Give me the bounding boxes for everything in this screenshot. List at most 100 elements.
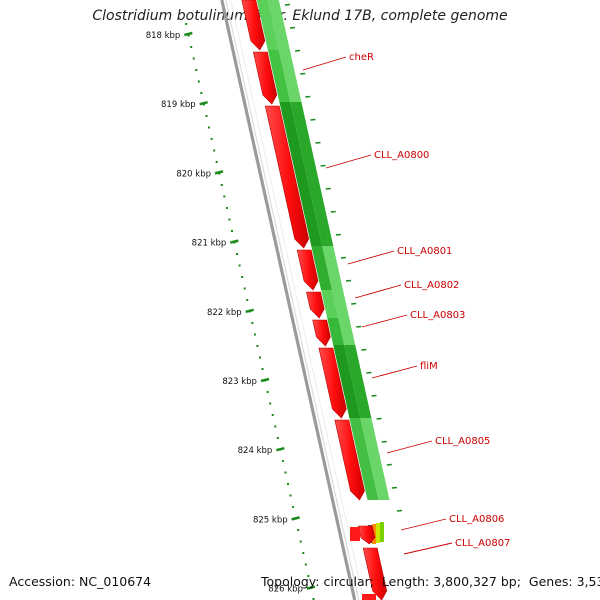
scale-minor-tick (195, 69, 198, 71)
gene-label-cll_a0805: CLL_A0805 (435, 436, 490, 447)
scale-minor-tick (302, 552, 305, 554)
similarity-tick (351, 302, 357, 305)
similarity-segment (344, 345, 372, 418)
scale-minor-tick (287, 483, 290, 485)
scale-minor-tick (276, 437, 279, 439)
similarity-tick (345, 279, 352, 282)
similarity-segment (321, 290, 339, 318)
scale-minor-tick (197, 80, 200, 83)
scale-minor-tick (208, 126, 211, 129)
scale-tick-label: 824 kbp (238, 446, 273, 456)
scale-minor-tick (261, 368, 264, 370)
gene-label-line (400, 518, 447, 531)
similarity-segment (278, 50, 302, 102)
scale-major-tick (214, 170, 224, 175)
similarity-tick (386, 463, 392, 466)
scale-tick-label: 818 kbp (146, 31, 181, 41)
feature-block (380, 522, 384, 542)
similarity-tick (335, 233, 341, 236)
backbone-line (220, 0, 357, 600)
cds-arrow (312, 319, 331, 347)
topology-value: circular (323, 574, 370, 589)
scale-minor-tick (192, 57, 195, 60)
similarity-segment (290, 102, 334, 246)
map-title: Clostridium botulinum B str. Eklund 17B,… (92, 8, 508, 24)
gene-label-line (361, 314, 408, 328)
feature-block (376, 523, 380, 543)
scale-minor-tick (297, 529, 300, 531)
gene-label-cher: cheR (349, 52, 374, 63)
scale-minor-tick (266, 391, 269, 393)
similarity-tick (289, 26, 296, 29)
gene-label-cll_a0802: CLL_A0802 (404, 280, 459, 291)
similarity-tick (371, 394, 377, 397)
scale-minor-tick (304, 563, 307, 566)
similarity-tick (284, 3, 290, 6)
cds-arrow (306, 291, 325, 319)
similarity-tick (305, 95, 311, 98)
scale-minor-tick (258, 356, 261, 359)
scale-minor-tick (185, 23, 188, 25)
genes-value: 3,537 (576, 574, 600, 589)
similarity-segment (267, 0, 290, 50)
similarity-tick (310, 118, 316, 121)
scale-major-tick (199, 100, 208, 106)
similarity-segment (327, 318, 345, 345)
scale-minor-tick (269, 402, 272, 405)
scale-minor-tick (274, 425, 277, 428)
similarity-tick (295, 49, 301, 52)
backbone-line (230, 0, 365, 600)
similarity-segment (311, 246, 333, 290)
gene-label-cll_a0806: CLL_A0806 (449, 514, 504, 525)
scale-minor-tick (307, 575, 310, 577)
gene-label-line (302, 56, 347, 71)
gene-label-cll_a0800: CLL_A0800 (374, 150, 429, 161)
cds-arrow (334, 419, 365, 501)
similarity-tick (340, 256, 347, 259)
scale-minor-tick (289, 494, 292, 497)
scale-minor-tick (292, 506, 295, 508)
scale-minor-tick (225, 207, 228, 209)
scale-tick-label: 819 kbp (161, 100, 196, 110)
scale-major-tick (306, 585, 316, 590)
cds-arrow (264, 105, 310, 249)
accession-info: Accession: NC_010674 (9, 574, 151, 589)
accession-value: NC_010674 (79, 574, 152, 589)
scale-minor-tick (213, 149, 216, 152)
gene-label-flim: fliM (420, 361, 438, 372)
gene-labels: cheR CLL_A0800 CLL_A0801 CLL_A0802 CLL_A0803… (302, 52, 510, 555)
scale-tick-label: 825 kbp (253, 515, 288, 525)
scale-minor-tick (210, 138, 213, 140)
similarity-segment (333, 345, 361, 418)
similarity-tick (366, 371, 372, 374)
similarity-tick (300, 72, 306, 75)
similarity-segment (279, 102, 323, 246)
scale-minor-tick (200, 92, 203, 94)
similarity-segment (322, 246, 344, 290)
similarity-ring (256, 0, 403, 544)
length-value: 3,800,327 bp (433, 574, 517, 589)
similarity-tick (376, 417, 382, 420)
scale-minor-tick (205, 115, 208, 117)
scale-minor-tick (284, 471, 287, 474)
scale-minor-tick (236, 253, 239, 255)
scale-minor-tick (241, 276, 244, 278)
scale-tick-label: 826 kbp (268, 585, 303, 595)
gene-label-cll_a0807: CLL_A0807 (455, 538, 510, 549)
genome-backbone (220, 0, 365, 600)
cds-arrow (318, 347, 347, 419)
scale-minor-tick (281, 460, 284, 462)
scale-major-tick (245, 308, 254, 314)
length-label: Length: (381, 574, 430, 589)
gene-label-line (347, 250, 395, 265)
scale-minor-tick (246, 299, 249, 301)
scale-minor-tick (251, 322, 254, 324)
scale-minor-tick (312, 598, 315, 600)
gene-label-line (386, 440, 433, 454)
similarity-tick (315, 141, 321, 144)
gene-label-line (354, 284, 402, 299)
similarity-segment (332, 290, 350, 318)
scale-tick-label: 820 kbp (176, 169, 211, 179)
scale-minor-tick (256, 345, 259, 347)
